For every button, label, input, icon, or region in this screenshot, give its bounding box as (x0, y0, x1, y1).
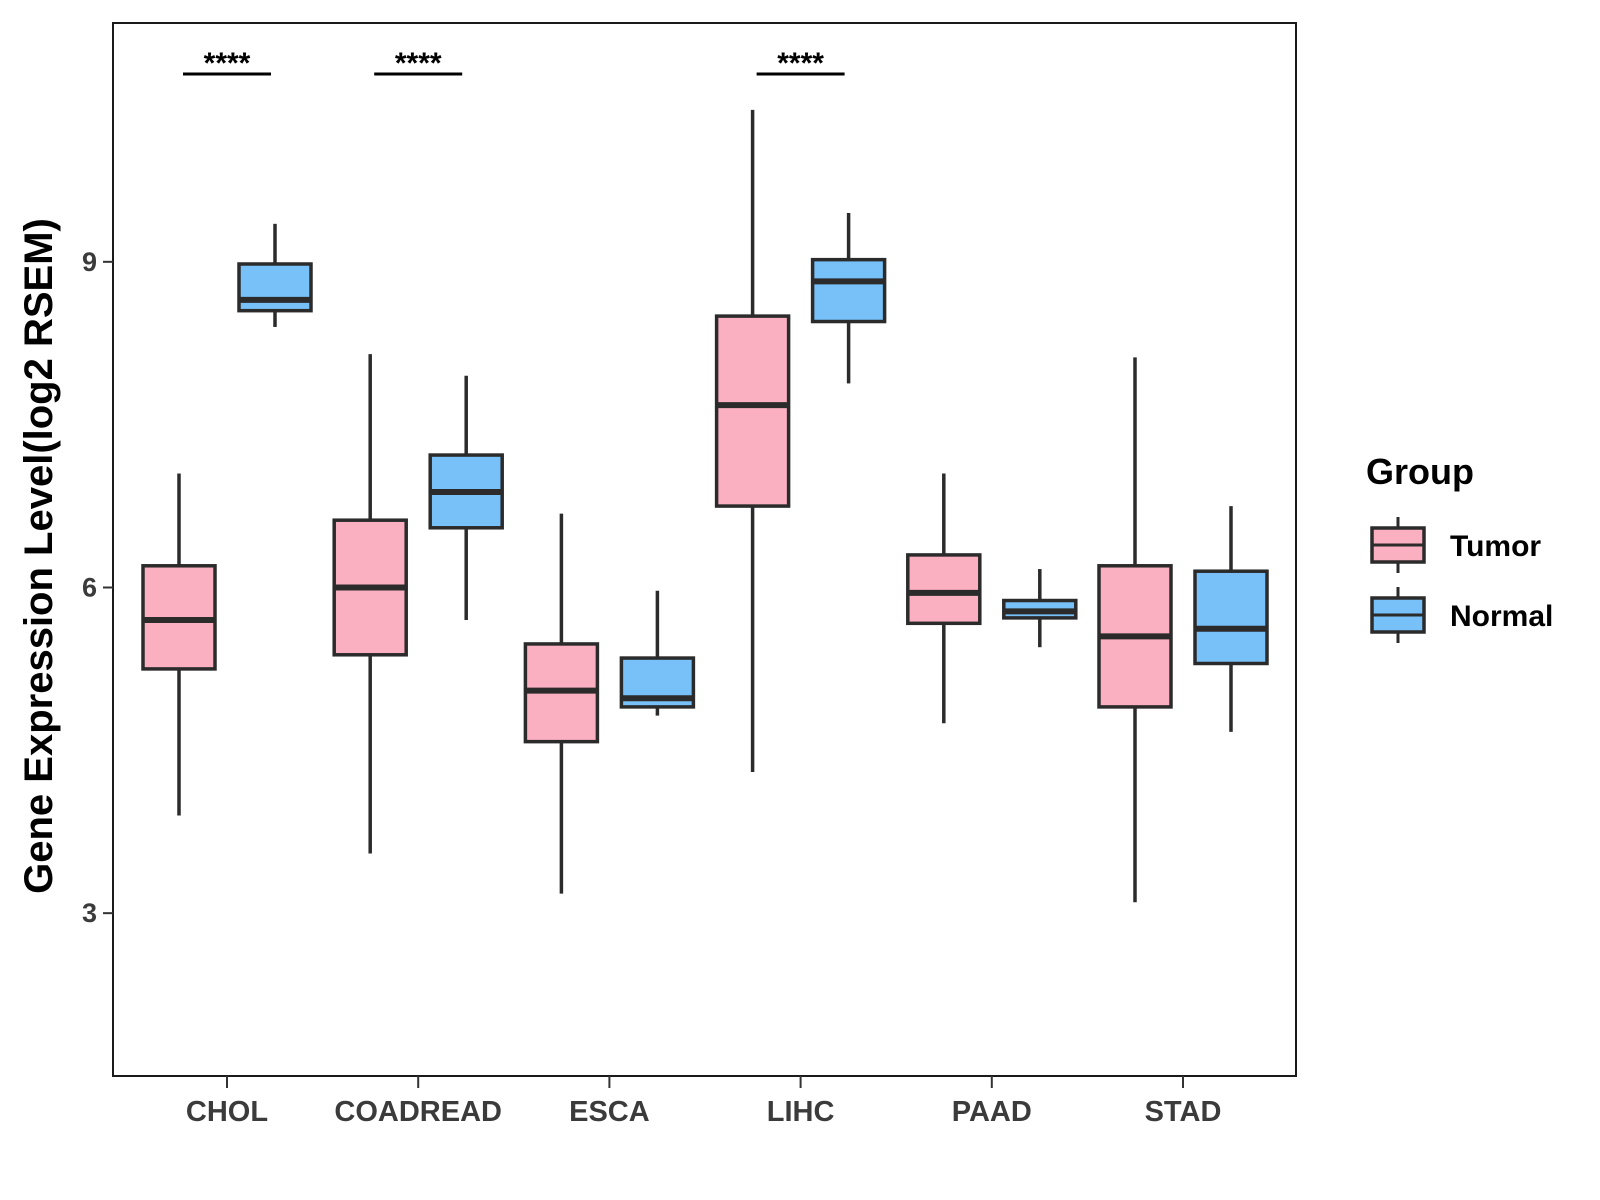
y-tick-label: 9 (82, 247, 97, 277)
x-tick-label: STAD (1145, 1096, 1222, 1128)
y-axis-title: Gene Expression Level(log2 RSEM) (17, 218, 61, 894)
plot-area: 3 6 9 CHOL COADREAD ESCA LIHC PAAD STAD **** **** *… (82, 22, 1297, 1128)
legend: Group Tumor Normal (1366, 451, 1553, 643)
x-tick-label: CHOL (186, 1096, 268, 1128)
x-tick-label: PAAD (952, 1096, 1032, 1128)
legend-label-normal: Normal (1450, 600, 1553, 633)
box-tumor-paad (906, 553, 982, 626)
y-tick-label: 3 (82, 898, 97, 928)
legend-title: Group (1366, 451, 1474, 492)
x-tick-label: COADREAD (334, 1096, 502, 1128)
box-normal-chol (237, 262, 313, 313)
significance-label: **** (395, 47, 442, 80)
y-tick-label: 6 (82, 572, 97, 602)
box-tumor-lihc (714, 314, 791, 508)
x-tick-label: ESCA (569, 1096, 650, 1128)
significance-label: **** (204, 47, 251, 80)
box-normal-lihc (810, 257, 887, 324)
legend-label-tumor: Tumor (1450, 530, 1541, 563)
box-normal-stad (1193, 569, 1269, 666)
plot-panel-border (112, 22, 1297, 1077)
significance-label: **** (777, 47, 824, 80)
x-tick-label: LIHC (767, 1096, 835, 1128)
